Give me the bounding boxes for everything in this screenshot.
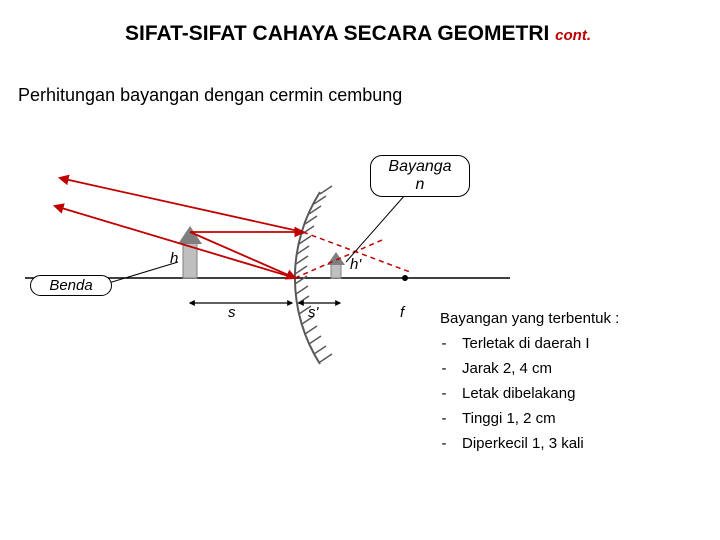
bayangan-label-line2: n bbox=[416, 176, 425, 193]
benda-label: Benda bbox=[49, 277, 92, 294]
benda-callout-tail bbox=[102, 262, 178, 285]
property-item: Terletak di daerah I bbox=[462, 335, 590, 352]
property-row: - Diperkecil 1, 3 kali bbox=[440, 435, 619, 452]
label-h: h bbox=[170, 250, 178, 267]
dash-icon: - bbox=[440, 410, 448, 427]
label-f: f bbox=[400, 304, 404, 321]
property-item: Letak dibelakang bbox=[462, 385, 575, 402]
dash-icon: - bbox=[440, 335, 448, 352]
property-item: Tinggi 1, 2 cm bbox=[462, 410, 556, 427]
bayangan-callout-tail bbox=[346, 195, 405, 262]
dash-icon: - bbox=[440, 385, 448, 402]
dash-icon: - bbox=[440, 435, 448, 452]
property-row: - Terletak di daerah I bbox=[440, 335, 619, 352]
ray1-reflected bbox=[60, 178, 303, 232]
bayangan-callout: Bayanga n bbox=[370, 155, 470, 197]
label-sprime: s' bbox=[308, 304, 318, 321]
image-arrow bbox=[327, 252, 345, 278]
label-hprime: h' bbox=[350, 256, 361, 273]
label-s: s bbox=[228, 304, 236, 321]
bayangan-label-line1: Bayanga bbox=[388, 158, 451, 175]
properties-heading: Bayangan yang terbentuk : bbox=[440, 310, 619, 327]
ray2-incident bbox=[190, 232, 295, 278]
properties-block: Bayangan yang terbentuk : - Terletak di … bbox=[440, 310, 619, 452]
property-item: Jarak 2, 4 cm bbox=[462, 360, 552, 377]
property-row: - Jarak 2, 4 cm bbox=[440, 360, 619, 377]
ray2-reflected bbox=[55, 206, 295, 278]
dash-icon: - bbox=[440, 360, 448, 377]
benda-callout: Benda bbox=[30, 275, 112, 296]
object-arrow bbox=[178, 226, 202, 278]
property-item: Diperkecil 1, 3 kali bbox=[462, 435, 584, 452]
property-row: - Tinggi 1, 2 cm bbox=[440, 410, 619, 427]
mirror-hatching bbox=[295, 186, 332, 362]
property-row: - Letak dibelakang bbox=[440, 385, 619, 402]
focal-point bbox=[402, 275, 408, 281]
